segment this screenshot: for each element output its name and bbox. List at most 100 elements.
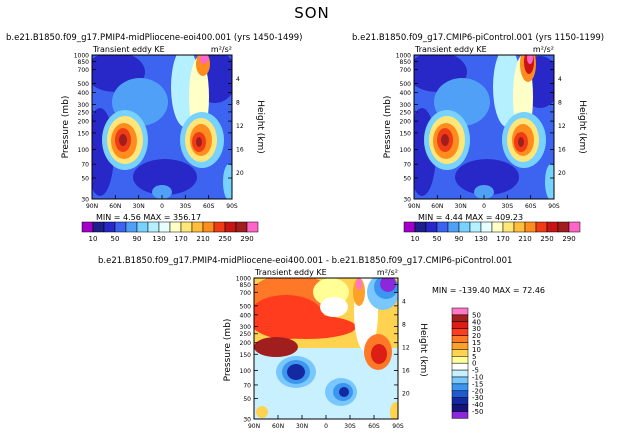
colorbar-label: 50 xyxy=(433,235,442,243)
colorbar-label: 10 xyxy=(411,235,420,243)
right-y2-tick-label: 16 xyxy=(558,146,566,153)
right-y-tick-label: 1000 xyxy=(396,53,411,60)
diff-colorbar-label: 15 xyxy=(472,339,481,347)
diff-colorbar-box xyxy=(451,335,469,343)
right-x-tick-label: 90S xyxy=(548,203,560,210)
colorbar-box xyxy=(513,221,526,233)
left-x-tick-label: 30S xyxy=(180,203,192,210)
left-heatmap xyxy=(92,55,232,199)
diff-y-tick-label: 150 xyxy=(240,352,252,359)
colorbar-box xyxy=(469,221,482,233)
diff-y2-tick-label: 12 xyxy=(402,344,410,351)
left-y2-tick-label: 8 xyxy=(236,99,240,106)
colorbar-box xyxy=(458,221,471,233)
diff-colorbar-label: -10 xyxy=(472,374,483,382)
right-y-tick-label: 250 xyxy=(400,109,412,116)
left-y2-tick-label: 4 xyxy=(236,76,240,83)
left-y-tick-label: 400 xyxy=(78,90,90,97)
diff-colorbar-box xyxy=(451,383,469,392)
right-y-tick-label: 700 xyxy=(400,67,412,74)
colorbar-label: 130 xyxy=(152,235,165,243)
diff-y2-tick-label: 16 xyxy=(402,367,410,374)
colorbar-box xyxy=(92,221,105,233)
left-x-axis: 90N 60N 30N 0 30S 60S 90S xyxy=(86,195,238,210)
colorbar-label: 250 xyxy=(540,235,553,243)
colorbar-box xyxy=(246,221,259,233)
right-panel-title: b.e21.B1850.f09_g17.CMIP6-piControl.001 … xyxy=(352,33,605,43)
left-y-tick-label: 100 xyxy=(78,147,90,154)
diff-colorbar-label: -40 xyxy=(472,401,483,409)
diff-stats: MIN = -139.40 MAX = 72.46 xyxy=(432,286,545,295)
diff-colorbar-box xyxy=(451,349,469,357)
left-y2-tick-label: 16 xyxy=(236,146,244,153)
diff-x-tick-label: 60S xyxy=(368,423,380,430)
left-x-tick-label: 90N xyxy=(86,203,98,210)
diff-panel-title: b.e21.B1850.f09_g17.PMIP4-midPliocene-eo… xyxy=(98,256,513,266)
left-y2label: Height (km) xyxy=(255,100,265,154)
left-y2-tick-label: 20 xyxy=(236,170,244,177)
right-x-tick-label: 90N xyxy=(408,203,420,210)
right-y2-tick-label: 12 xyxy=(558,123,566,130)
right-panel-variable-label: Transient eddy KE xyxy=(414,45,487,54)
diff-y-tick-label: 300 xyxy=(240,324,252,331)
left-y-tick-label: 1000 xyxy=(74,53,89,60)
right-y-tick-label: 70 xyxy=(403,162,411,169)
right-y2-axis: 20 16 12 8 4 xyxy=(558,76,566,177)
colorbar-label: 170 xyxy=(496,235,509,243)
diff-colorbar-label: 50 xyxy=(472,311,481,319)
colorbar-box xyxy=(224,221,237,233)
diff-y-tick-label: 100 xyxy=(240,368,252,375)
colorbar-box xyxy=(546,221,559,233)
diff-y2-axis: 20 16 12 8 4 xyxy=(402,298,410,397)
left-panel-units-label: m²/s² xyxy=(211,45,232,54)
colorbar-box xyxy=(114,221,127,233)
right-stats: MIN = 4.44 MAX = 409.23 xyxy=(418,213,523,222)
right-colorbar-boxes xyxy=(403,221,581,233)
right-colorbar: 10 50 90 130 170 210 250 290 xyxy=(403,221,581,243)
right-y-tick-label: 300 xyxy=(400,102,412,109)
right-x-tick-label: 30S xyxy=(502,203,514,210)
page-title: SON xyxy=(294,4,330,22)
diff-panel-units-label: m²/s² xyxy=(377,268,398,277)
diff-colorbar-box xyxy=(451,328,469,336)
colorbar-box xyxy=(136,221,149,233)
diff-colorbar-box xyxy=(451,356,469,364)
left-colorbar-boxes xyxy=(81,221,259,233)
diff-y-tick-label: 30 xyxy=(243,417,251,424)
diff-colorbar-box xyxy=(451,369,469,378)
left-y-tick-label: 200 xyxy=(78,119,90,126)
diff-y-tick-label: 200 xyxy=(240,340,252,347)
left-y-tick-label: 250 xyxy=(78,109,90,116)
left-y2-tick-label: 12 xyxy=(236,123,244,130)
right-y-tick-label: 100 xyxy=(400,147,412,154)
left-colorbar: 10 50 90 130 170 210 250 290 xyxy=(81,221,259,243)
right-panel: Transient eddy KE m²/s² 3050701001502002… xyxy=(383,45,587,222)
right-x-tick-label: 60S xyxy=(525,203,537,210)
colorbar-box xyxy=(103,221,116,233)
colorbar-box xyxy=(213,221,226,233)
diff-x-axis: 90N 60N 30N 0 30S 60S 90S xyxy=(248,415,404,430)
colorbar-box xyxy=(81,221,94,233)
left-y-tick-label: 70 xyxy=(81,162,89,169)
diff-y-tick-label: 250 xyxy=(240,331,252,338)
left-panel-title: b.e21.B1850.f09_g17.PMIP4-midPliocene-eo… xyxy=(6,33,303,43)
diff-colorbar-label: -15 xyxy=(472,380,483,388)
diff-y-tick-label: 700 xyxy=(240,290,252,297)
diff-colorbar-box xyxy=(451,314,469,323)
diff-colorbar-label: 0 xyxy=(472,360,476,368)
colorbar-box xyxy=(568,221,581,233)
left-x-tick-label: 0 xyxy=(160,203,164,210)
diff-x-tick-label: 90N xyxy=(248,423,260,430)
colorbar-label: 170 xyxy=(174,235,187,243)
left-y-tick-label: 30 xyxy=(81,197,89,204)
right-y-tick-label: 30 xyxy=(403,197,411,204)
colorbar-box xyxy=(169,221,182,233)
right-panel-units-label: m²/s² xyxy=(533,45,554,54)
diff-y-tick-label: 70 xyxy=(243,382,251,389)
diff-panel: Transient eddy KE m²/s² 3050701001502002… xyxy=(223,268,545,430)
colorbar-label: 290 xyxy=(240,235,253,243)
colorbar-box xyxy=(425,221,438,233)
